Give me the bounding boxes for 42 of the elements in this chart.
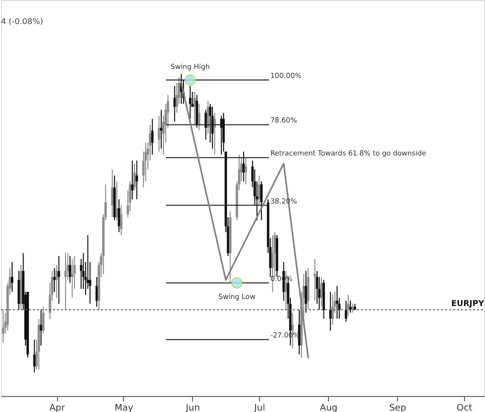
- x-tick-label: Aug: [320, 404, 338, 412]
- candlestick: [244, 157, 248, 185]
- candlestick: [55, 264, 58, 298]
- candlestick: [10, 262, 14, 292]
- candlestick: [18, 270, 20, 310]
- candlestick: [304, 270, 308, 314]
- candlestick: [204, 109, 207, 140]
- candlestick: [33, 339, 36, 373]
- x-tick-label: Sep: [389, 404, 406, 412]
- candlestick: [111, 169, 114, 218]
- ref-line-label: EURJPY: [451, 298, 484, 308]
- candlestick: [331, 294, 334, 326]
- candlestick: [131, 160, 134, 200]
- candlestick: [193, 91, 196, 126]
- candlestick: [222, 112, 225, 152]
- text: 4 (-0.08%): [1, 17, 44, 26]
- candlestick: [71, 258, 74, 298]
- candlestick: [188, 85, 192, 120]
- candlestick: [136, 160, 138, 200]
- candlestick: [242, 151, 245, 182]
- candlestick: [58, 256, 60, 304]
- candlestick: [53, 267, 56, 292]
- candlestick: [336, 285, 338, 320]
- candlestick: [42, 306, 44, 334]
- candlestick: [116, 180, 118, 221]
- candlestick: [314, 258, 316, 302]
- candlestick: [151, 118, 154, 156]
- candlestick: [306, 267, 310, 310]
- x-tick-label: Oct: [456, 404, 473, 412]
- candlestick: [260, 180, 263, 221]
- candlestick: [298, 309, 300, 356]
- candlestick: [120, 204, 122, 236]
- candlestick: [347, 294, 350, 316]
- x-tick-label: Jun: [184, 404, 200, 412]
- candlestick: [196, 94, 198, 128]
- candlestick: [329, 291, 332, 332]
- x-tick-label: Jul: [253, 404, 266, 412]
- candlestick: [198, 103, 200, 132]
- x-tick-label: Apr: [49, 404, 66, 412]
- x-tick-label: May: [114, 404, 134, 412]
- candlestick: [2, 309, 4, 344]
- candlestick: [160, 109, 162, 150]
